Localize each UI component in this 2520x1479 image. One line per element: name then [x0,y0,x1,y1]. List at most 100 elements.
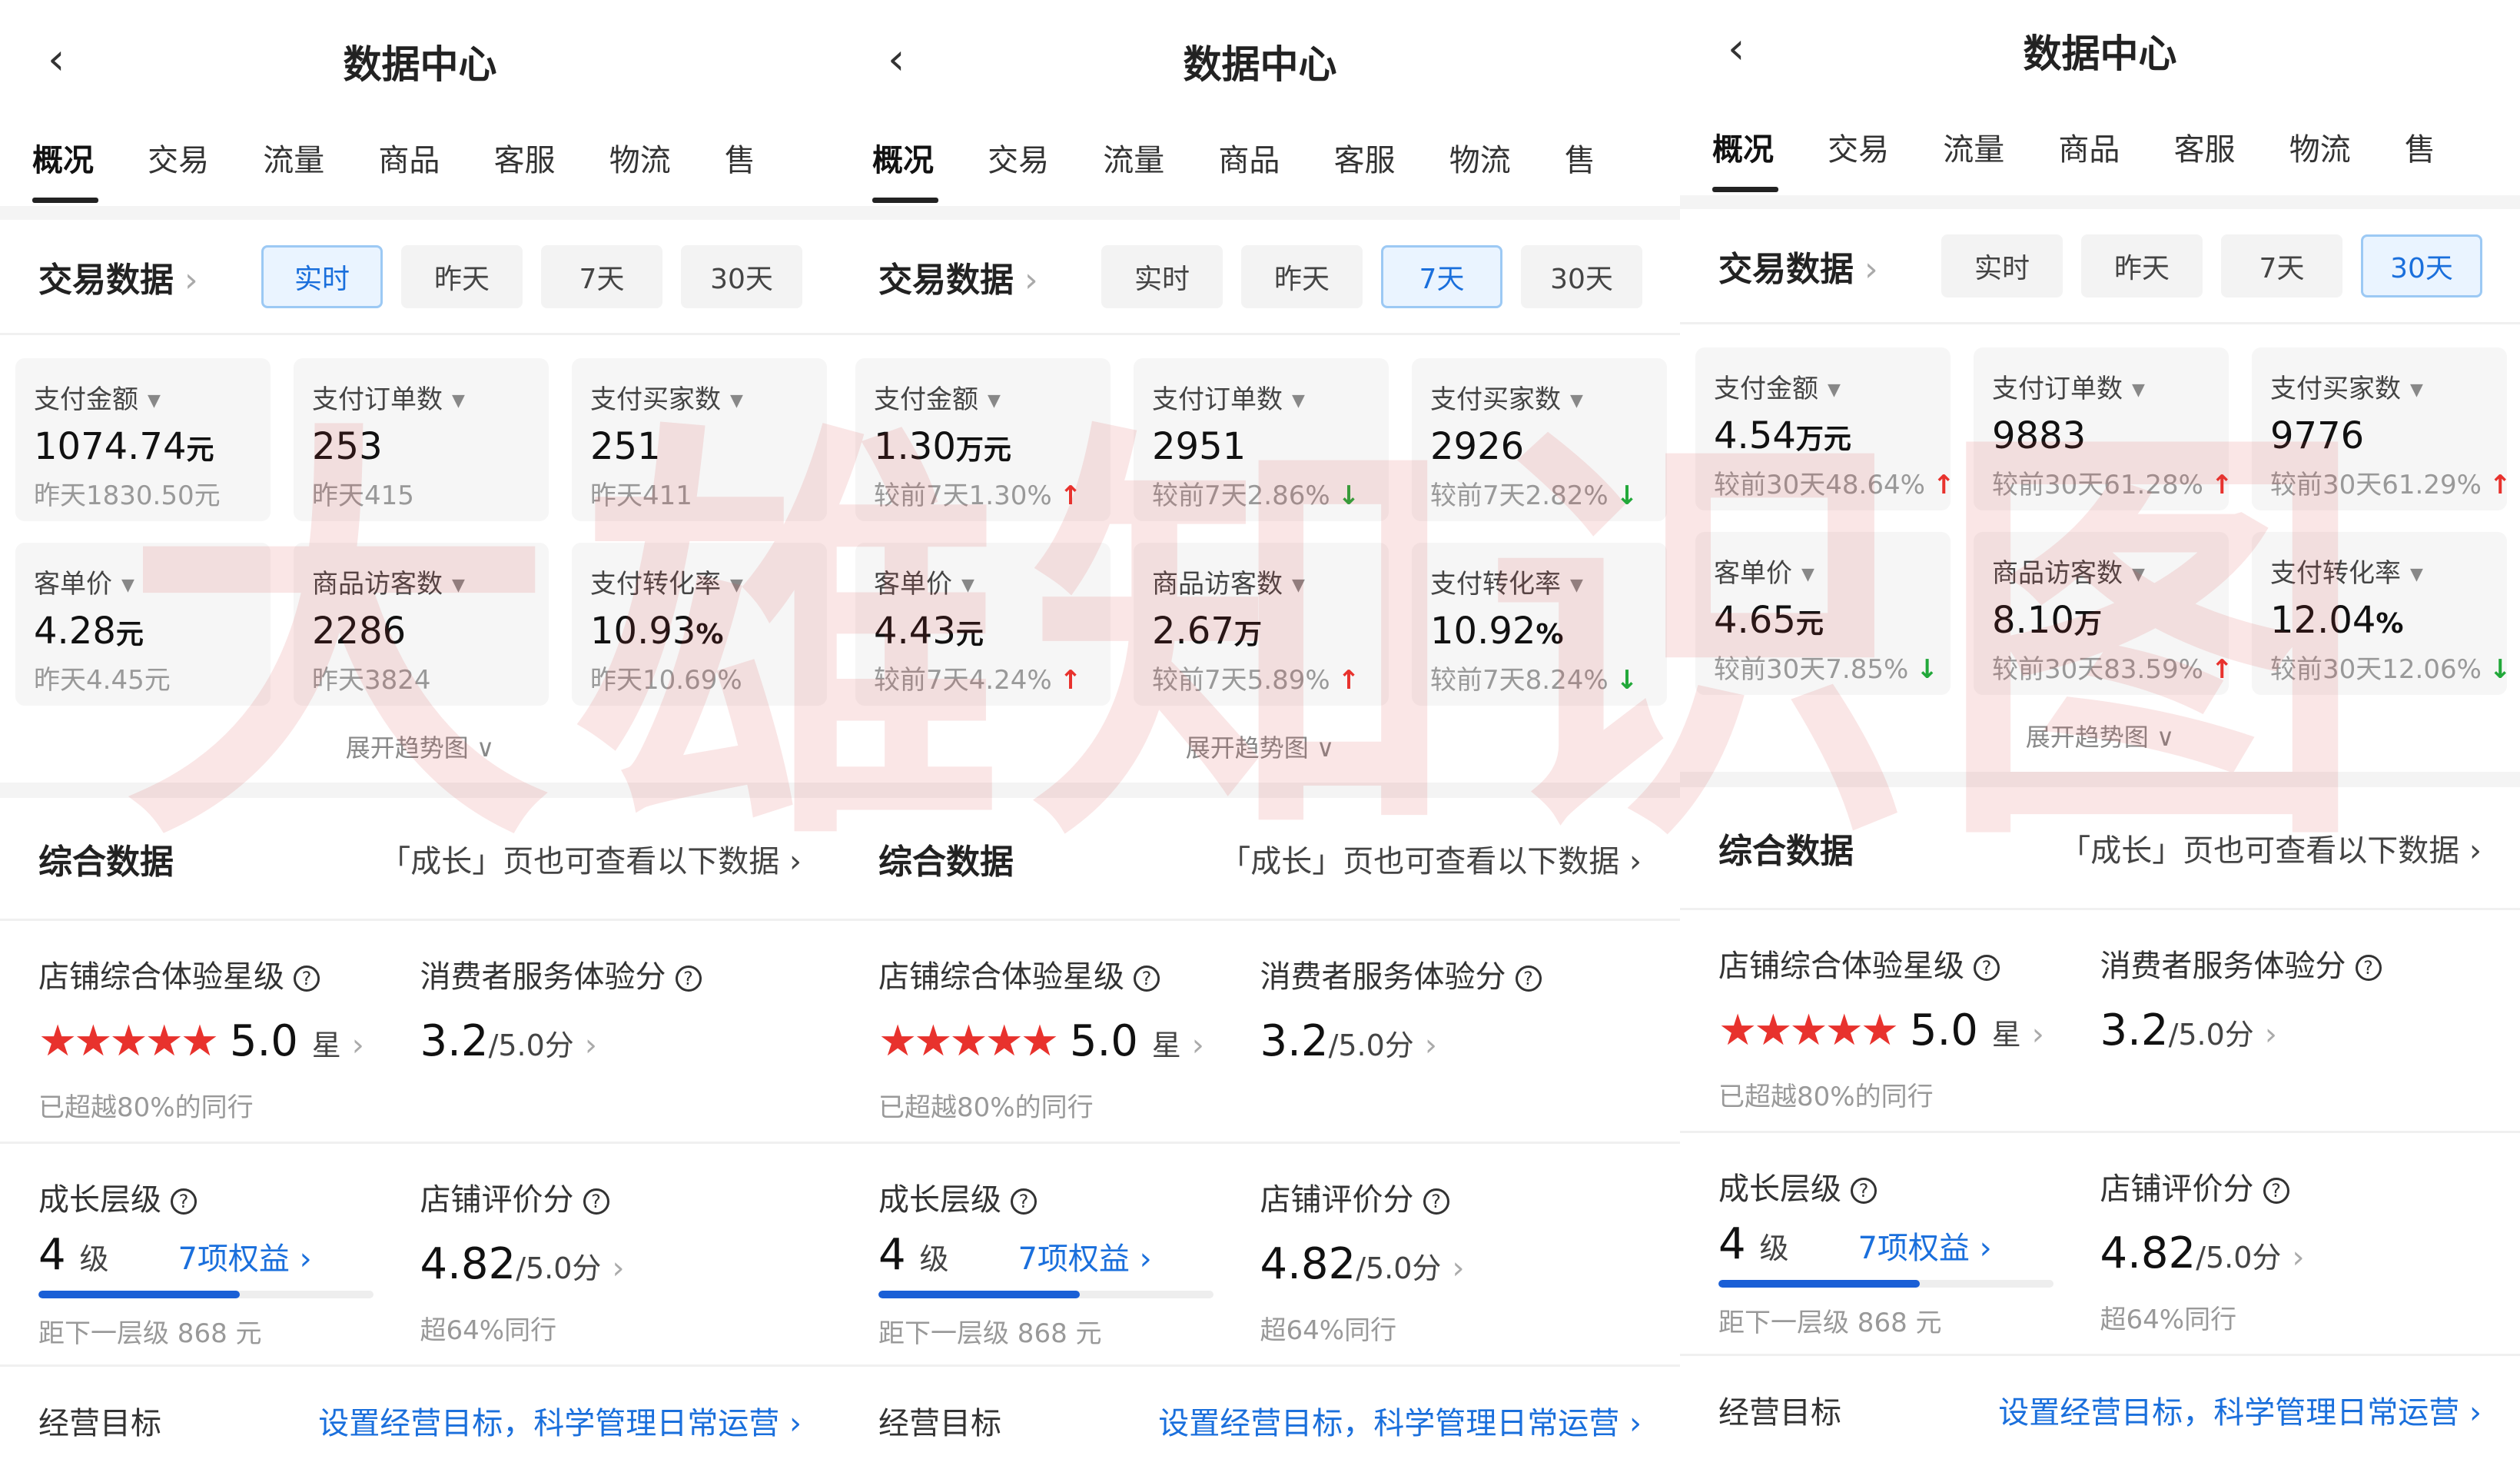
metric-card[interactable]: 支付金额 ▼ 4.54万元 较前30天48.64% ↑ [1695,347,1954,510]
dropdown-triangle-icon[interactable]: ▼ [1570,391,1583,410]
metric-card[interactable]: 商品访客数 ▼ 2286 昨天3824 [294,543,549,706]
dropdown-triangle-icon[interactable]: ▼ [2410,381,2423,400]
help-icon[interactable]: ? [1011,1188,1037,1215]
tab-3[interactable]: 商品 [378,143,440,178]
dropdown-triangle-icon[interactable]: ▼ [452,391,465,410]
metric-card[interactable]: 商品访客数 ▼ 8.10万 较前30天83.59% ↑ [1974,532,2233,695]
tab-0[interactable]: 概况 [1712,105,1828,195]
help-icon[interactable]: ? [294,966,320,992]
metric-card[interactable]: 支付订单数 ▼ 2951 较前7天2.86% ↓ [1134,358,1389,521]
tab-2[interactable]: 流量 [1103,143,1165,178]
tab-3[interactable]: 商品 [2058,132,2120,168]
benefits-link[interactable]: 7项权益 › [178,1241,312,1277]
growth-level[interactable]: 成长层级? 4 级 7项权益 › 距下一层级 868 元 [38,1175,420,1364]
set-goal-link[interactable]: 设置经营目标，科学管理日常运营 › [318,1406,802,1441]
range-button-0[interactable]: 实时 [1941,234,2063,297]
range-button-0[interactable]: 实时 [261,244,383,308]
range-button-1[interactable]: 昨天 [401,244,523,308]
review-score[interactable]: 店铺评价分? 4.82/5.0分 › 超64%同行 [420,1175,802,1364]
growth-page-link[interactable]: 「成长」页也可查看以下数据 › [2060,826,2482,870]
metric-card[interactable]: 客单价 ▼ 4.65元 较前30天7.85% ↓ [1695,532,1951,695]
help-icon[interactable]: ? [583,1188,609,1215]
tab-6[interactable]: 售 [724,143,755,178]
store-rating[interactable]: 店铺综合体验星级? ★★★★★ 5.0 星 › 已超越80%的同行 [878,952,1260,1142]
store-rating[interactable]: 店铺综合体验星级? ★★★★★ 5.0 星 › 已超越80%的同行 [38,952,420,1142]
tab-3[interactable]: 商品 [1218,143,1280,178]
expand-trend-button[interactable]: 展开趋势图 ∨ [0,729,840,783]
trade-data-link[interactable]: 交易数据 › [1718,241,1941,291]
metric-card[interactable]: 支付买家数 ▼ 251 昨天411 [572,358,827,521]
service-score[interactable]: 消费者服务体验分? 3.2/5.0分 › [2100,941,2482,1131]
tab-5[interactable]: 物流 [609,143,671,178]
set-goal-link[interactable]: 设置经营目标，科学管理日常运营 › [1158,1406,1642,1441]
dropdown-triangle-icon[interactable]: ▼ [121,576,134,595]
tab-6[interactable]: 售 [1564,143,1595,178]
dropdown-triangle-icon[interactable]: ▼ [1292,576,1305,595]
range-button-1[interactable]: 昨天 [1241,244,1363,308]
metric-card[interactable]: 支付转化率 ▼ 12.04% 较前30天12.06% ↓ [2252,532,2511,695]
help-icon[interactable]: ? [1515,966,1542,992]
store-rating[interactable]: 店铺综合体验星级? ★★★★★ 5.0 星 › 已超越80%的同行 [1718,941,2100,1131]
tab-2[interactable]: 流量 [263,143,325,178]
metric-card[interactable]: 客单价 ▼ 4.43元 较前7天4.24% ↑ [855,543,1111,706]
metric-card[interactable]: 支付金额 ▼ 1074.74元 昨天1830.50元 [15,358,271,521]
growth-level[interactable]: 成长层级? 4 级 7项权益 › 距下一层级 868 元 [878,1175,1260,1364]
tab-6[interactable]: 售 [2404,132,2435,168]
dropdown-triangle-icon[interactable]: ▼ [1292,391,1305,410]
tab-0[interactable]: 概况 [872,115,988,206]
range-button-3[interactable]: 30天 [1521,244,1642,308]
dropdown-triangle-icon[interactable]: ▼ [1801,565,1814,584]
help-icon[interactable]: ? [675,966,702,992]
metric-card[interactable]: 支付转化率 ▼ 10.92% 较前7天8.24% ↓ [1412,543,1667,706]
help-icon[interactable]: ? [2355,955,2382,981]
back-chevron-icon[interactable]: ‹ [1728,24,1745,74]
tab-0[interactable]: 概况 [32,115,148,206]
expand-trend-button[interactable]: 展开趋势图 ∨ [840,729,1680,783]
dropdown-triangle-icon[interactable]: ▼ [2410,565,2423,584]
range-button-0[interactable]: 实时 [1101,244,1223,308]
tab-5[interactable]: 物流 [2289,132,2351,168]
metric-card[interactable]: 支付订单数 ▼ 9883 较前30天61.28% ↑ [1974,347,2233,510]
dropdown-triangle-icon[interactable]: ▼ [452,576,465,595]
set-goal-link[interactable]: 设置经营目标，科学管理日常运营 › [1998,1395,2482,1431]
metric-card[interactable]: 支付金额 ▼ 1.30万元 较前7天1.30% ↑ [855,358,1111,521]
metric-card[interactable]: 支付订单数 ▼ 253 昨天415 [294,358,549,521]
metric-card[interactable]: 客单价 ▼ 4.28元 昨天4.45元 [15,543,271,706]
metric-card[interactable]: 支付买家数 ▼ 9776 较前30天61.29% ↑ [2252,347,2511,510]
trade-data-link[interactable]: 交易数据 › [38,252,261,301]
range-button-1[interactable]: 昨天 [2081,234,2203,297]
tab-4[interactable]: 客服 [2173,132,2236,168]
tab-5[interactable]: 物流 [1449,143,1511,178]
tab-4[interactable]: 客服 [1333,143,1396,178]
dropdown-triangle-icon[interactable]: ▼ [988,391,1001,410]
help-icon[interactable]: ? [1423,1188,1449,1215]
metric-card[interactable]: 支付买家数 ▼ 2926 较前7天2.82% ↓ [1412,358,1667,521]
expand-trend-button[interactable]: 展开趋势图 ∨ [1680,718,2520,772]
benefits-link[interactable]: 7项权益 › [1018,1241,1152,1277]
range-button-3[interactable]: 30天 [2361,234,2482,297]
dropdown-triangle-icon[interactable]: ▼ [1570,576,1583,595]
dropdown-triangle-icon[interactable]: ▼ [961,576,974,595]
help-icon[interactable]: ? [1134,966,1160,992]
help-icon[interactable]: ? [2263,1178,2289,1204]
service-score[interactable]: 消费者服务体验分? 3.2/5.0分 › [420,952,802,1142]
tab-1[interactable]: 交易 [1828,132,1890,168]
review-score[interactable]: 店铺评价分? 4.82/5.0分 › 超64%同行 [2100,1164,2482,1354]
dropdown-triangle-icon[interactable]: ▼ [148,391,161,410]
benefits-link[interactable]: 7项权益 › [1858,1231,1992,1266]
tab-1[interactable]: 交易 [148,143,210,178]
dropdown-triangle-icon[interactable]: ▼ [2132,565,2145,584]
range-button-2[interactable]: 7天 [541,244,662,308]
tab-2[interactable]: 流量 [1943,132,2005,168]
growth-page-link[interactable]: 「成长」页也可查看以下数据 › [1220,836,1642,881]
help-icon[interactable]: ? [171,1188,197,1215]
range-button-2[interactable]: 7天 [2221,234,2342,297]
dropdown-triangle-icon[interactable]: ▼ [1828,381,1841,400]
growth-level[interactable]: 成长层级? 4 级 7项权益 › 距下一层级 868 元 [1718,1164,2100,1354]
dropdown-triangle-icon[interactable]: ▼ [730,576,743,595]
range-button-3[interactable]: 30天 [681,244,802,308]
service-score[interactable]: 消费者服务体验分? 3.2/5.0分 › [1260,952,1642,1142]
help-icon[interactable]: ? [1974,955,2000,981]
range-button-2[interactable]: 7天 [1381,244,1502,308]
metric-card[interactable]: 商品访客数 ▼ 2.67万 较前7天5.89% ↑ [1134,543,1389,706]
